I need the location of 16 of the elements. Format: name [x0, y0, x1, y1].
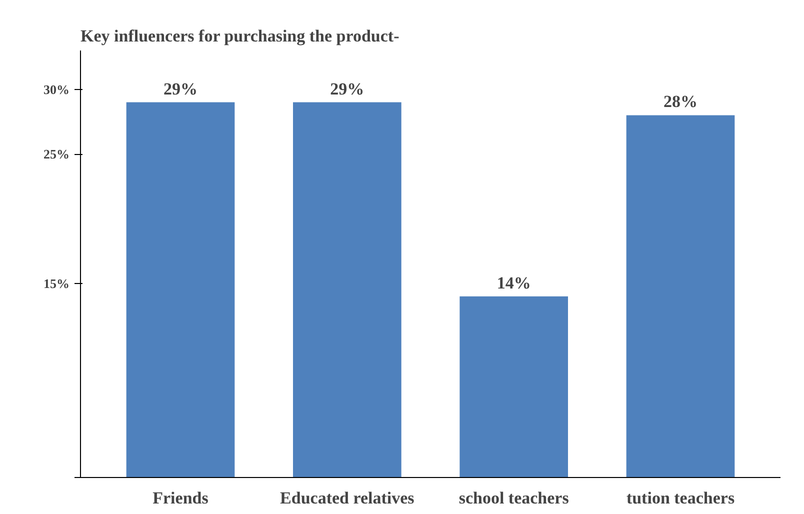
- y-tick-label: 30%: [44, 82, 70, 97]
- x-tick-label: tution teachers: [626, 488, 735, 508]
- bar: [626, 115, 735, 478]
- data-label: 29%: [164, 79, 198, 98]
- x-tick-label: Educated relatives: [280, 488, 415, 508]
- data-label: 14%: [496, 273, 531, 292]
- x-tick-label: school teachers: [458, 488, 570, 508]
- y-tick-label: 15%: [44, 276, 70, 291]
- bar: [460, 296, 568, 478]
- y-tick-label: 25%: [44, 146, 70, 162]
- x-tick-label: Friends: [152, 488, 209, 508]
- data-label: 28%: [664, 92, 698, 112]
- data-label: 29%: [330, 79, 364, 98]
- chart-title: Key influencers for purchasing the product-: [80, 26, 400, 46]
- bar: [126, 102, 235, 478]
- bar: [293, 102, 402, 478]
